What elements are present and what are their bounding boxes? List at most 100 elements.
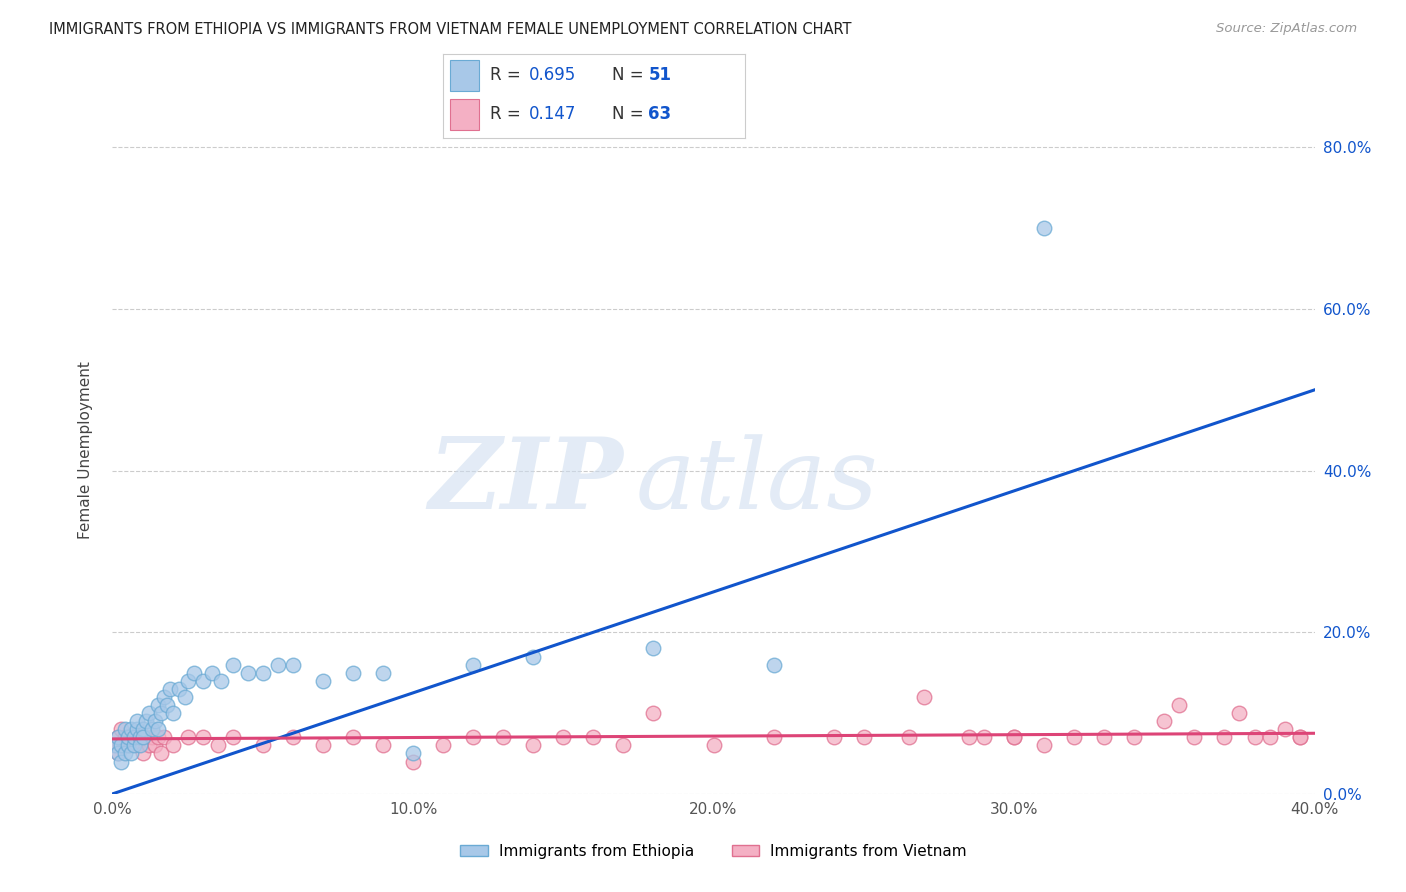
Point [138, 706, 160, 720]
Point [143, 714, 166, 728]
Point [191, 673, 214, 688]
Point [173, 690, 195, 704]
Point [125, 714, 148, 728]
Point [582, 731, 605, 745]
Point [146, 698, 169, 712]
Point [201, 665, 224, 680]
Point [643, 641, 665, 656]
Point [138, 739, 160, 753]
Text: Source: ZipAtlas.com: Source: ZipAtlas.com [1216, 22, 1357, 36]
Point [553, 731, 575, 745]
Point [823, 731, 845, 745]
Point [149, 706, 172, 720]
Point [110, 755, 132, 769]
Point [135, 731, 157, 745]
Point [897, 731, 920, 745]
Text: 0.695: 0.695 [529, 66, 576, 84]
Point [155, 698, 177, 712]
Point [183, 665, 205, 680]
Point [114, 731, 136, 745]
Point [146, 731, 169, 745]
Point [110, 739, 132, 753]
Point [104, 739, 127, 753]
Text: 63: 63 [648, 105, 672, 123]
Point [152, 731, 174, 745]
Point [107, 747, 129, 761]
Point [371, 739, 394, 753]
Point [162, 706, 184, 720]
Point [252, 739, 274, 753]
Point [176, 731, 198, 745]
Point [176, 673, 198, 688]
Point [141, 723, 163, 737]
Point [135, 714, 157, 728]
Point [912, 690, 935, 704]
Point [1063, 731, 1085, 745]
Text: N =: N = [612, 66, 650, 84]
Point [1168, 698, 1191, 712]
Point [1033, 221, 1056, 235]
Y-axis label: Female Unemployment: Female Unemployment [79, 361, 93, 540]
Point [104, 739, 127, 753]
Point [342, 665, 364, 680]
Point [222, 731, 245, 745]
Point [110, 739, 132, 753]
Point [222, 657, 245, 672]
Point [342, 731, 364, 745]
Point [402, 747, 425, 761]
Point [120, 747, 142, 761]
Point [143, 739, 166, 753]
Point [125, 723, 148, 737]
Text: R =: R = [489, 105, 526, 123]
Point [312, 673, 335, 688]
Point [762, 731, 785, 745]
Text: N =: N = [612, 105, 650, 123]
Point [122, 739, 145, 753]
Point [131, 731, 153, 745]
Point [117, 739, 139, 753]
Point [131, 723, 153, 737]
Point [1123, 731, 1146, 745]
Point [114, 747, 136, 761]
Text: R =: R = [489, 66, 526, 84]
Point [702, 739, 725, 753]
Point [117, 731, 139, 745]
Point [1213, 731, 1236, 745]
Point [1288, 731, 1310, 745]
Point [191, 731, 214, 745]
Point [371, 665, 394, 680]
Point [461, 657, 484, 672]
Point [110, 723, 132, 737]
Point [1288, 731, 1310, 745]
Point [1033, 739, 1056, 753]
Point [1002, 731, 1025, 745]
Point [612, 739, 634, 753]
Point [122, 731, 145, 745]
Point [1002, 731, 1025, 745]
Point [149, 747, 172, 761]
Point [492, 731, 515, 745]
Point [146, 723, 169, 737]
Point [167, 681, 190, 696]
Point [1274, 723, 1296, 737]
Bar [450, 99, 479, 130]
Point [159, 681, 181, 696]
Point [107, 731, 129, 745]
Point [1184, 731, 1206, 745]
Point [432, 739, 454, 753]
Point [1229, 706, 1251, 720]
Point [128, 731, 150, 745]
Point [207, 739, 229, 753]
Text: IMMIGRANTS FROM ETHIOPIA VS IMMIGRANTS FROM VIETNAM FEMALE UNEMPLOYMENT CORRELAT: IMMIGRANTS FROM ETHIOPIA VS IMMIGRANTS F… [49, 22, 852, 37]
Point [252, 665, 274, 680]
Point [209, 673, 232, 688]
Point [973, 731, 995, 745]
Point [117, 739, 139, 753]
Point [461, 731, 484, 745]
Point [114, 723, 136, 737]
Point [117, 731, 139, 745]
Text: atlas: atlas [636, 434, 879, 529]
Point [852, 731, 875, 745]
Point [312, 739, 335, 753]
Point [107, 731, 129, 745]
